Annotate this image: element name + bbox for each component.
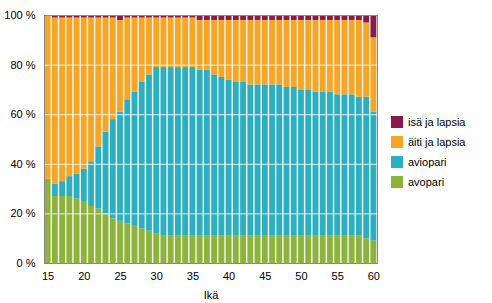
- svg-text:20: 20: [78, 270, 90, 282]
- svg-text:Ikä: Ikä: [204, 288, 220, 300]
- svg-text:50: 50: [295, 270, 307, 282]
- svg-text:40: 40: [223, 270, 235, 282]
- svg-text:35: 35: [187, 270, 199, 282]
- svg-text:15: 15: [42, 270, 54, 282]
- svg-text:60 %: 60 %: [10, 108, 35, 120]
- svg-text:40 %: 40 %: [10, 157, 35, 169]
- svg-text:30: 30: [151, 270, 163, 282]
- html-text:aviopari: aviopari: [408, 155, 447, 168]
- svg-text:60: 60: [368, 270, 380, 282]
- svg-text:20 %: 20 %: [10, 207, 35, 219]
- html-text:avopari: avopari: [408, 175, 445, 188]
- svg-text:0 %: 0 %: [17, 257, 36, 269]
- html-text:isä ja lapsia: isä ja lapsia: [408, 115, 466, 128]
- svg-text:100 %: 100 %: [4, 9, 35, 21]
- svg-text:45: 45: [259, 270, 271, 282]
- svg-text:55: 55: [332, 270, 344, 282]
- svg-text:80 %: 80 %: [10, 58, 35, 70]
- svg-text:25: 25: [114, 270, 126, 282]
- html-text:äiti ja lapsia: äiti ja lapsia: [408, 135, 466, 148]
